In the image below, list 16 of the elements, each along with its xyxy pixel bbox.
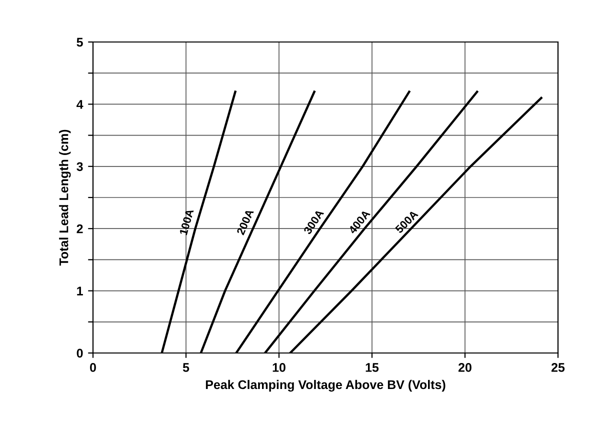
x-tick-label: 20: [458, 363, 472, 372]
x-tick-label: 25: [551, 363, 565, 372]
x-tick-label: 0: [90, 363, 96, 372]
y-tick-label: 1: [77, 286, 83, 296]
y-tick-label: 4: [76, 100, 84, 109]
x-axis-title: Peak Clamping Voltage Above BV (Volts): [206, 380, 446, 392]
x-tick-label: 15: [366, 363, 379, 372]
text: 200A: [236, 208, 254, 236]
y-axis-title: Total Lead Length (cm): [59, 130, 71, 266]
text: 100A: [179, 208, 194, 236]
y-tick-label: 3: [76, 162, 83, 172]
y-tick-label: 2: [76, 224, 83, 234]
x-tick-label: 5: [182, 363, 190, 372]
x-tick-label: 10: [272, 363, 286, 372]
y-tick-label: 0: [76, 348, 83, 358]
y-tick-label: 5: [76, 38, 83, 47]
